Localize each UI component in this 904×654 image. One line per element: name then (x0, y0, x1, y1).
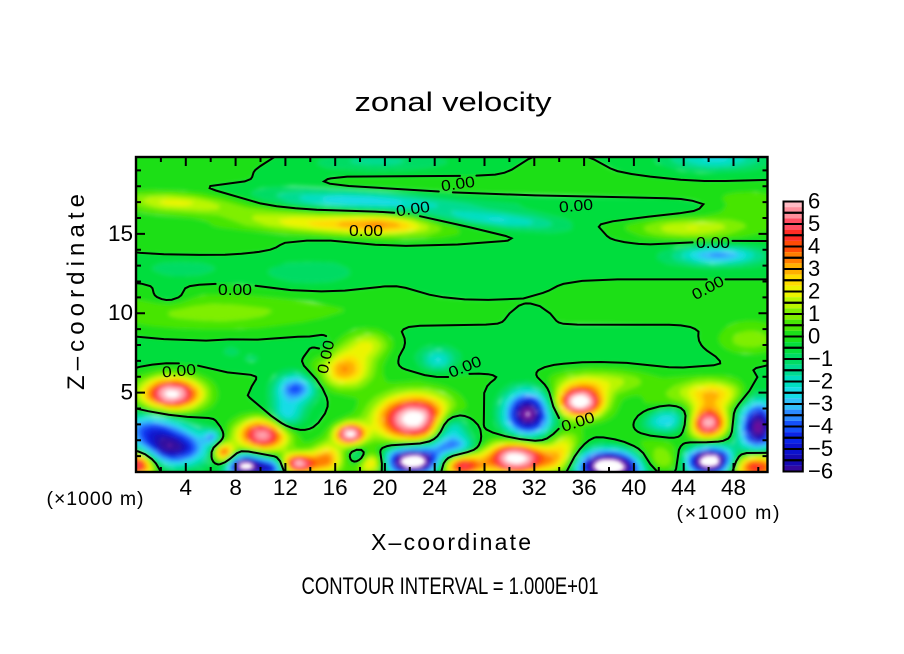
svg-text:(×1000 m): (×1000 m) (677, 502, 780, 524)
svg-text:0.00: 0.00 (558, 197, 594, 217)
svg-text:0.00: 0.00 (696, 235, 730, 252)
svg-text:4: 4 (808, 234, 820, 259)
svg-text:24: 24 (422, 475, 447, 500)
svg-text:16: 16 (323, 475, 348, 500)
svg-text:−4: −4 (808, 414, 833, 439)
svg-text:5: 5 (120, 380, 133, 405)
svg-text:4: 4 (180, 475, 193, 500)
svg-text:(×1000 m): (×1000 m) (47, 488, 144, 510)
svg-text:15: 15 (108, 221, 133, 246)
svg-text:X–coordinate: X–coordinate (371, 529, 531, 555)
svg-text:zonal velocity: zonal velocity (355, 87, 553, 117)
svg-text:Z–coordinate: Z–coordinate (63, 194, 90, 390)
svg-text:10: 10 (108, 300, 133, 325)
svg-text:12: 12 (273, 475, 298, 500)
svg-text:−1: −1 (808, 346, 833, 371)
svg-text:28: 28 (472, 475, 497, 500)
svg-text:0.00: 0.00 (218, 282, 252, 299)
svg-text:−3: −3 (808, 391, 833, 416)
svg-text:0.00: 0.00 (349, 223, 383, 240)
svg-text:−2: −2 (808, 369, 833, 394)
svg-text:40: 40 (621, 475, 646, 500)
svg-text:0: 0 (808, 324, 820, 349)
svg-text:3: 3 (808, 256, 820, 281)
svg-text:0.00: 0.00 (395, 199, 431, 221)
svg-text:48: 48 (721, 475, 746, 500)
svg-text:CONTOUR INTERVAL = 1.000E+01: CONTOUR INTERVAL = 1.000E+01 (302, 573, 599, 600)
svg-text:0.00: 0.00 (161, 362, 197, 382)
svg-text:6: 6 (808, 189, 820, 214)
svg-text:8: 8 (229, 475, 242, 500)
svg-text:5: 5 (808, 211, 820, 236)
svg-text:−6: −6 (808, 459, 833, 484)
svg-text:2: 2 (808, 279, 820, 304)
svg-text:1: 1 (808, 301, 820, 326)
svg-text:20: 20 (372, 475, 397, 500)
svg-text:36: 36 (572, 475, 597, 500)
svg-text:32: 32 (522, 475, 547, 500)
svg-text:0.00: 0.00 (315, 338, 339, 375)
svg-text:0.00: 0.00 (440, 174, 476, 196)
svg-text:−5: −5 (808, 436, 833, 461)
svg-text:44: 44 (671, 475, 696, 500)
